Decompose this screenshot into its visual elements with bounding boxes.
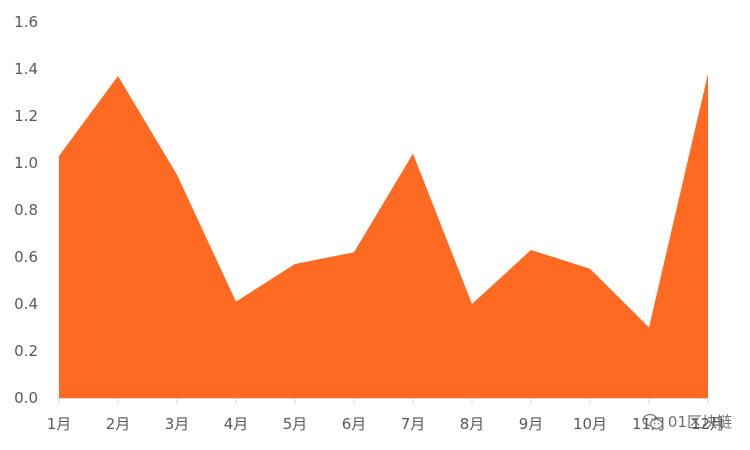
y-tick-label: 1.6 [14,13,38,31]
area-layer [59,73,708,398]
x-tick-label: 3月 [165,415,190,433]
y-tick-label: 0.4 [14,295,38,313]
y-tick-label: 1.0 [14,154,38,172]
y-tick-label: 1.2 [14,107,38,125]
area-series [59,73,708,398]
y-tick-label: 0.6 [14,248,38,266]
y-axis: 0.0 0.2 0.4 0.6 0.8 1.0 1.2 1.4 1.6 [14,13,38,407]
x-tick-label: 1月 [47,415,72,433]
wechat-icon [642,413,664,429]
y-tick-label: 0.8 [14,201,38,219]
x-tick-label: 12月 [691,415,725,433]
x-tick-label: 6月 [342,415,367,433]
y-tick-label: 0.2 [14,342,38,360]
x-tick-label: 8月 [460,415,485,433]
watermark-text: 01区块链 [667,413,732,431]
x-tick-label: 10月 [573,415,607,433]
y-tick-label: 1.4 [14,60,38,78]
x-tick-label: 2月 [106,415,131,433]
y-tick-label: 0.0 [14,389,38,407]
x-axis: 1月 2月 3月 4月 5月 6月 7月 8月 9月 10月 11月 12月 [47,398,725,433]
watermark: 01区块链 [642,411,732,432]
x-tick-label: 4月 [224,415,249,433]
x-tick-label: 5月 [283,415,308,433]
x-tick-label: 9月 [519,415,544,433]
x-tick-label: 7月 [401,415,426,433]
